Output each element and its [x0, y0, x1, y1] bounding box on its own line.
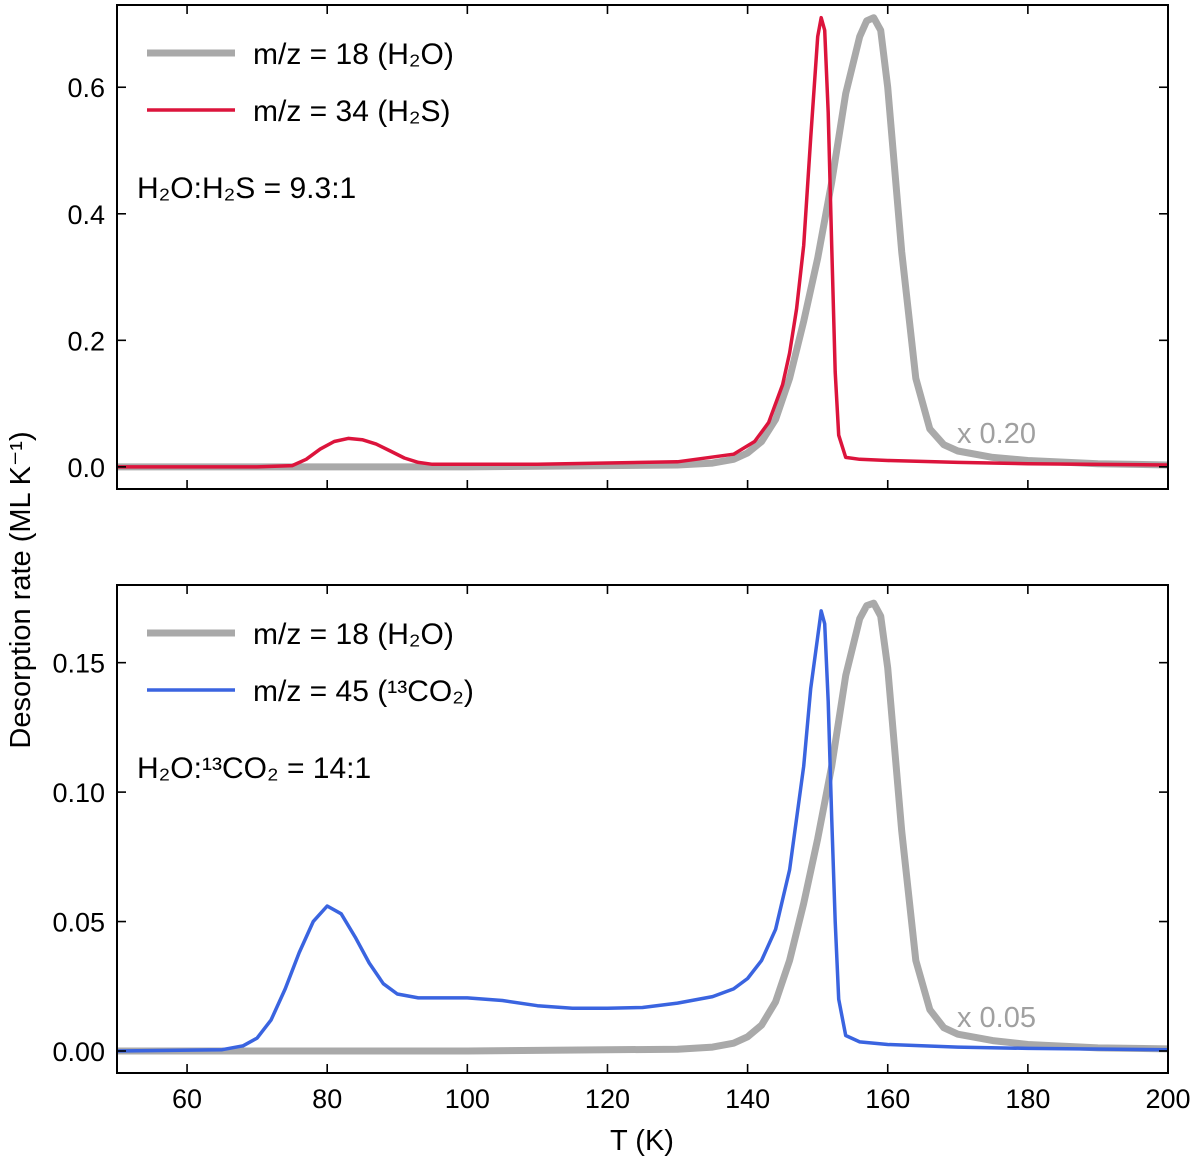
bottom-legend: m/z = 18 (H₂O) m/z = 45 (¹³CO₂)	[147, 618, 474, 708]
bottom-ytick-label: 0.15	[52, 649, 105, 679]
bottom-xtick-label: 80	[312, 1084, 342, 1114]
bottom-xtick-label: 120	[585, 1084, 630, 1114]
bottom-xtick-label: 200	[1145, 1084, 1190, 1114]
top-ratio-annotation: H₂O:H₂S = 9.3:1	[137, 172, 356, 205]
top-ytick-label: 0.4	[67, 200, 105, 230]
bottom-xtick-label: 160	[865, 1084, 910, 1114]
bottom-xtick-label: 100	[445, 1084, 490, 1114]
top-legend-entry-0: m/z = 18 (H₂O)	[253, 38, 454, 71]
bottom-legend-entry-1: m/z = 45 (¹³CO₂)	[253, 675, 474, 708]
top-ytick-label: 0.2	[67, 326, 105, 356]
top-ytick-label: 0.6	[67, 73, 105, 103]
panel-top: 0.0 0.2 0.4 0.6 m/z = 18 (H₂O) m/z = 34 (H₂S)…	[67, 4, 1169, 490]
y-axis-label: Desorption rate (ML K⁻¹)	[5, 431, 37, 748]
bottom-plot-frame	[116, 584, 1169, 1074]
top-legend: m/z = 18 (H₂O) m/z = 34 (H₂S)	[147, 38, 454, 128]
top-series-line-1	[117, 15, 1168, 469]
top-legend-entry-1: m/z = 34 (H₂S)	[253, 95, 451, 128]
bottom-ytick-label: 0.05	[52, 908, 105, 938]
top-series-group	[117, 14, 1168, 471]
bottom-legend-entry-0: m/z = 18 (H₂O)	[253, 618, 454, 651]
x-axis-label: T (K)	[610, 1125, 674, 1157]
bottom-ratio-annotation: H₂O:¹³CO₂ = 14:1	[137, 752, 371, 785]
bottom-xtick-label: 60	[172, 1084, 202, 1114]
bottom-ytick-label: 0.00	[52, 1037, 105, 1067]
panel-bottom: 60 80 100 120 140 160 180 200 0.00 0.05 0.10 0.15 m/…	[52, 584, 1191, 1114]
top-plot-frame	[116, 4, 1169, 490]
top-series-line-0	[117, 14, 1168, 471]
top-ytick-label: 0.0	[67, 453, 105, 483]
bottom-scale-note: x 0.05	[957, 1002, 1036, 1034]
bottom-series-line-0	[117, 599, 1168, 1055]
bottom-xtick-label: 140	[725, 1084, 770, 1114]
bottom-series-group	[117, 599, 1168, 1055]
bottom-series-line-1	[117, 609, 1168, 1053]
bottom-ytick-label: 0.10	[52, 778, 105, 808]
bottom-xtick-label: 180	[1005, 1084, 1050, 1114]
top-scale-note: x 0.20	[957, 418, 1036, 450]
